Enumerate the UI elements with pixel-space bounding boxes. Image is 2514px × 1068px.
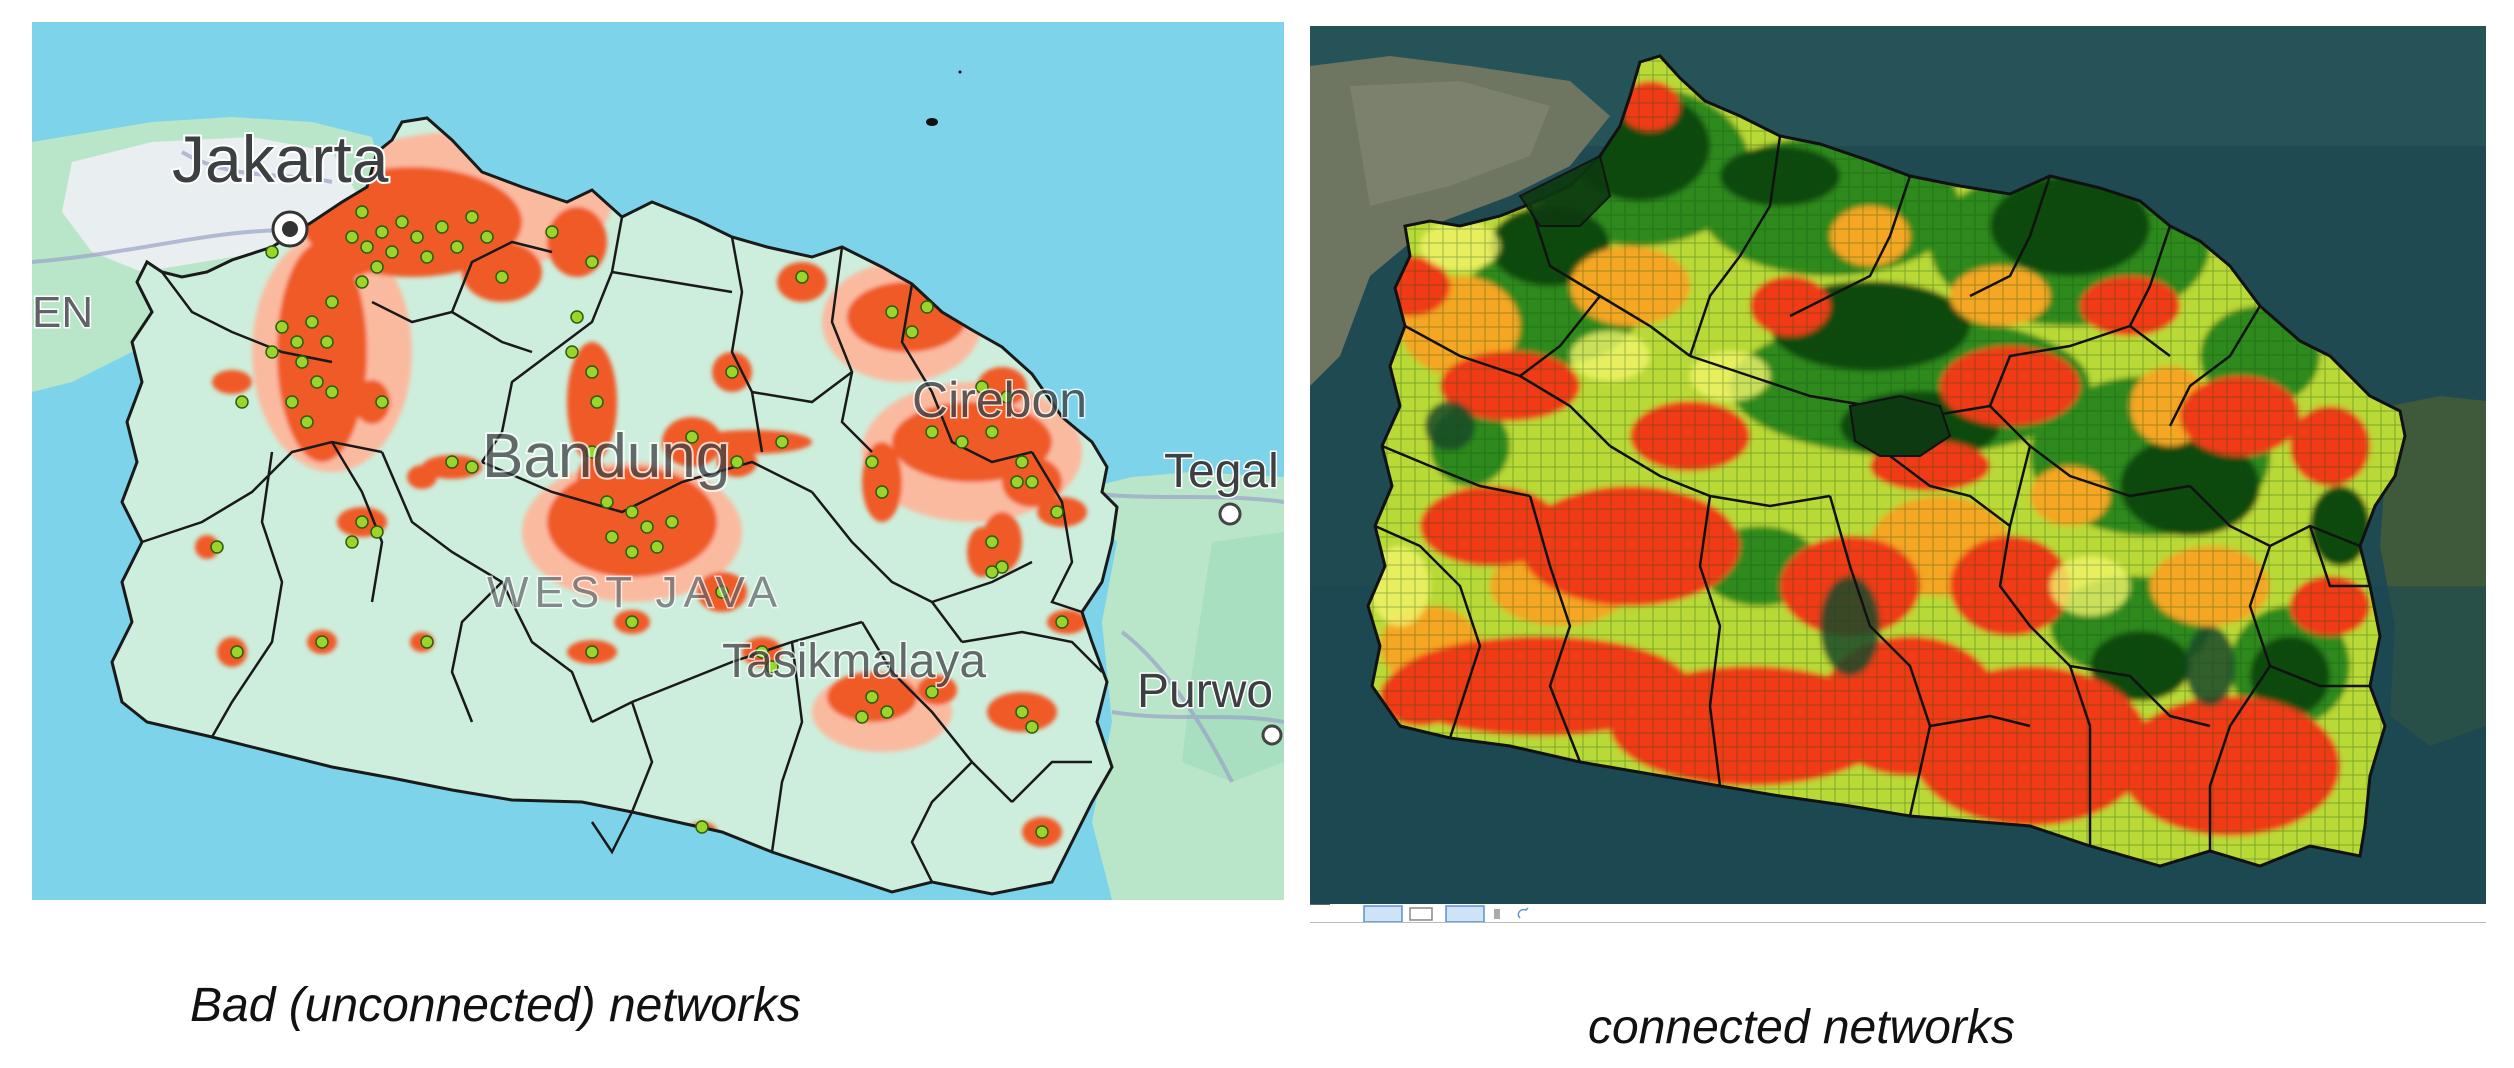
- district-borders: [1366, 54, 2407, 868]
- right-map-panel: [1310, 26, 2486, 904]
- label-tegal: Tegal: [1164, 445, 1279, 498]
- left-network-map: Jakarta EN Bandung WEST JAVA Cirebon Teg…: [32, 22, 1284, 900]
- toolbar-button-icon[interactable]: [1363, 905, 1403, 923]
- grid-view-icon[interactable]: [1409, 907, 1433, 921]
- map-toolbar-icons: [1310, 904, 2486, 923]
- left-map-panel: Jakarta EN Bandung WEST JAVA Cirebon Teg…: [32, 22, 1284, 900]
- toolbar-handle-icon[interactable]: [1494, 909, 1500, 919]
- settlement-dots: [210, 205, 1069, 839]
- divider-line: [1310, 904, 1330, 905]
- refresh-icon[interactable]: [1517, 907, 1529, 919]
- caption-unconnected-networks: Bad (unconnected) networks: [190, 979, 802, 1032]
- small-islands: [926, 70, 962, 126]
- right-network-map: [1310, 26, 2486, 904]
- map-toolbar: [1310, 904, 2486, 924]
- label-bandung: Bandung: [482, 422, 730, 491]
- label-west-java: WEST JAVA: [487, 568, 783, 617]
- caption-connected-networks: connected networks: [1588, 1001, 2015, 1054]
- purwo-marker-icon: [1261, 724, 1283, 746]
- map-labels: Jakarta EN Bandung WEST JAVA Cirebon Teg…: [32, 120, 1280, 720]
- jakarta-district: [1518, 154, 1612, 227]
- label-purwo: Purwo: [1137, 665, 1273, 718]
- label-cirebon: Cirebon: [912, 372, 1087, 428]
- label-tasikmalaya: Tasikmalaya: [722, 635, 986, 688]
- tegal-marker-icon: [1218, 502, 1242, 526]
- jakarta-marker-icon: [271, 210, 309, 248]
- toolbar-toggle-icon[interactable]: [1445, 905, 1485, 923]
- label-jakarta: Jakarta: [172, 122, 389, 196]
- district-borders: [110, 116, 1119, 896]
- bandung-district: [1848, 394, 1952, 457]
- label-en: EN: [32, 288, 93, 337]
